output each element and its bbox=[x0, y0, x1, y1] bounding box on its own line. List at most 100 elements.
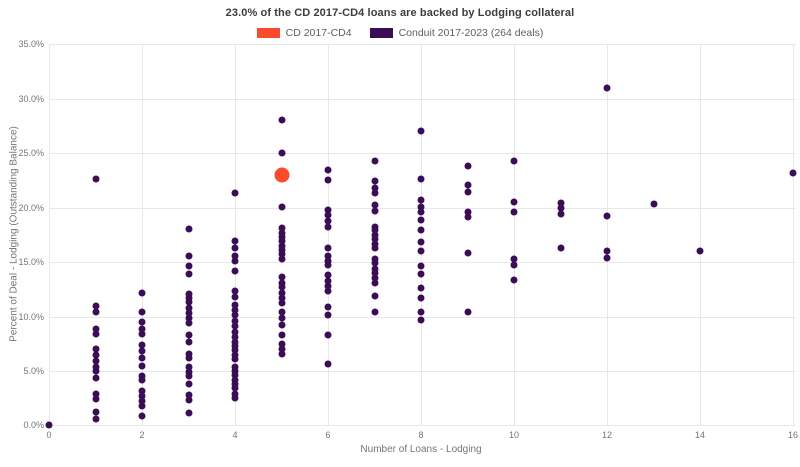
scatter-point-conduit bbox=[185, 391, 192, 399]
x-tick-label: 16 bbox=[787, 430, 798, 440]
scatter-point-conduit bbox=[138, 341, 146, 349]
scatter-point-conduit bbox=[417, 203, 425, 210]
scatter-point-conduit bbox=[185, 363, 192, 371]
y-tick-label: 30.0% bbox=[18, 93, 44, 104]
scatter-point-conduit bbox=[417, 208, 425, 216]
scatter-point-conduit bbox=[278, 350, 285, 357]
scatter-point-conduit bbox=[278, 224, 285, 232]
v-gridline bbox=[700, 44, 701, 426]
x-tick-label: 14 bbox=[694, 430, 705, 440]
scatter-point-conduit bbox=[231, 287, 239, 295]
scatter-point-conduit bbox=[138, 330, 146, 338]
scatter-point-conduit bbox=[371, 189, 378, 197]
scatter-point-conduit bbox=[464, 188, 471, 196]
scatter-point-conduit bbox=[371, 231, 378, 239]
scatter-point-cd bbox=[274, 167, 289, 183]
scatter-point-conduit bbox=[417, 284, 425, 292]
scatter-point-conduit bbox=[278, 149, 285, 157]
scatter-point-conduit bbox=[371, 269, 378, 277]
scatter-point-conduit bbox=[417, 196, 425, 204]
scatter-point-conduit bbox=[138, 325, 146, 332]
scatter-point-conduit bbox=[417, 262, 425, 270]
v-gridline bbox=[328, 44, 329, 426]
scatter-point-conduit bbox=[231, 257, 239, 265]
scatter-point-conduit bbox=[231, 367, 239, 375]
scatter-point-conduit bbox=[278, 203, 285, 210]
scatter-point-conduit bbox=[231, 293, 239, 301]
scatter-point-conduit bbox=[278, 299, 285, 307]
scatter-point-conduit bbox=[231, 346, 239, 354]
h-gridline bbox=[49, 153, 796, 155]
x-tick-label: 2 bbox=[139, 430, 145, 440]
scatter-point-conduit bbox=[324, 176, 332, 184]
scatter-point-conduit bbox=[464, 208, 471, 216]
scatter-point-conduit bbox=[324, 287, 332, 295]
scatter-point-conduit bbox=[278, 345, 285, 353]
scatter-point-conduit bbox=[417, 294, 425, 302]
scatter-point-conduit bbox=[92, 357, 99, 365]
v-gridline bbox=[607, 44, 608, 426]
scatter-point-conduit bbox=[324, 223, 332, 231]
scatter-point-conduit bbox=[324, 257, 332, 265]
scatter-point-conduit bbox=[324, 206, 332, 214]
scatter-point-conduit bbox=[417, 247, 425, 255]
v-gridline bbox=[514, 44, 515, 426]
scatter-point-conduit bbox=[231, 351, 239, 359]
scatter-point-conduit bbox=[278, 242, 285, 250]
scatter-point-conduit bbox=[510, 276, 518, 283]
scatter-point-conduit bbox=[185, 225, 192, 233]
x-tick-label: 12 bbox=[601, 430, 612, 440]
h-gridline bbox=[49, 262, 796, 263]
scatter-point-conduit bbox=[231, 333, 239, 341]
scatter-point-conduit bbox=[371, 308, 378, 316]
scatter-point-conduit bbox=[371, 244, 378, 252]
scatter-point-conduit bbox=[92, 325, 99, 332]
scatter-point-conduit bbox=[231, 363, 239, 371]
h-gridline bbox=[49, 370, 796, 372]
x-axis-title: Number of Loans - Lodging bbox=[360, 444, 482, 455]
scatter-point-conduit bbox=[231, 267, 239, 275]
scatter-point-conduit bbox=[231, 380, 239, 388]
scatter-point-conduit bbox=[92, 175, 99, 183]
scatter-point-conduit bbox=[185, 309, 192, 317]
scatter-point-conduit bbox=[278, 289, 285, 296]
scatter-point-conduit bbox=[371, 255, 378, 263]
scatter-point-conduit bbox=[603, 212, 611, 220]
scatter-point-conduit bbox=[371, 184, 378, 192]
scatter-point-conduit bbox=[789, 169, 797, 177]
y-axis-title: Percent of Deal - Lodging (Outstanding B… bbox=[8, 126, 20, 342]
scatter-point-conduit bbox=[92, 395, 99, 403]
scatter-point-conduit bbox=[371, 265, 378, 273]
scatter-point-conduit bbox=[696, 247, 704, 255]
scatter-point-conduit bbox=[324, 331, 332, 339]
scatter-point-conduit bbox=[278, 279, 285, 287]
scatter-point-conduit bbox=[185, 319, 192, 327]
scatter-point-conduit bbox=[510, 157, 518, 165]
scatter-point-conduit bbox=[464, 162, 471, 170]
scatter-point-conduit bbox=[92, 367, 99, 375]
scatter-point-conduit bbox=[371, 177, 378, 185]
scatter-point-conduit bbox=[557, 210, 564, 218]
scatter-point-conduit bbox=[185, 294, 192, 302]
scatter-point-conduit bbox=[417, 127, 425, 135]
scatter-point-conduit bbox=[92, 415, 99, 423]
scatter-point-conduit bbox=[278, 116, 285, 124]
scatter-point-conduit bbox=[231, 342, 239, 350]
scatter-point-conduit bbox=[371, 259, 378, 267]
scatter-point-conduit bbox=[510, 255, 518, 263]
scatter-point-conduit bbox=[324, 217, 332, 225]
scatter-point-conduit bbox=[185, 350, 192, 357]
scatter-point-conduit bbox=[371, 207, 378, 215]
scatter-point-conduit bbox=[231, 311, 239, 319]
scatter-point-conduit bbox=[92, 351, 99, 359]
scatter-point-conduit bbox=[278, 229, 285, 237]
y-tick-label: 20.0% bbox=[18, 202, 44, 213]
scatter-point-conduit bbox=[92, 345, 99, 353]
x-tick-label: 8 bbox=[418, 430, 424, 440]
v-gridline bbox=[235, 44, 236, 426]
scatter-point-conduit bbox=[231, 322, 239, 330]
scatter-point-conduit bbox=[278, 308, 285, 316]
scatter-point-conduit bbox=[324, 277, 332, 284]
scatter-point-conduit bbox=[464, 213, 471, 221]
scatter-point-conduit bbox=[185, 331, 192, 339]
